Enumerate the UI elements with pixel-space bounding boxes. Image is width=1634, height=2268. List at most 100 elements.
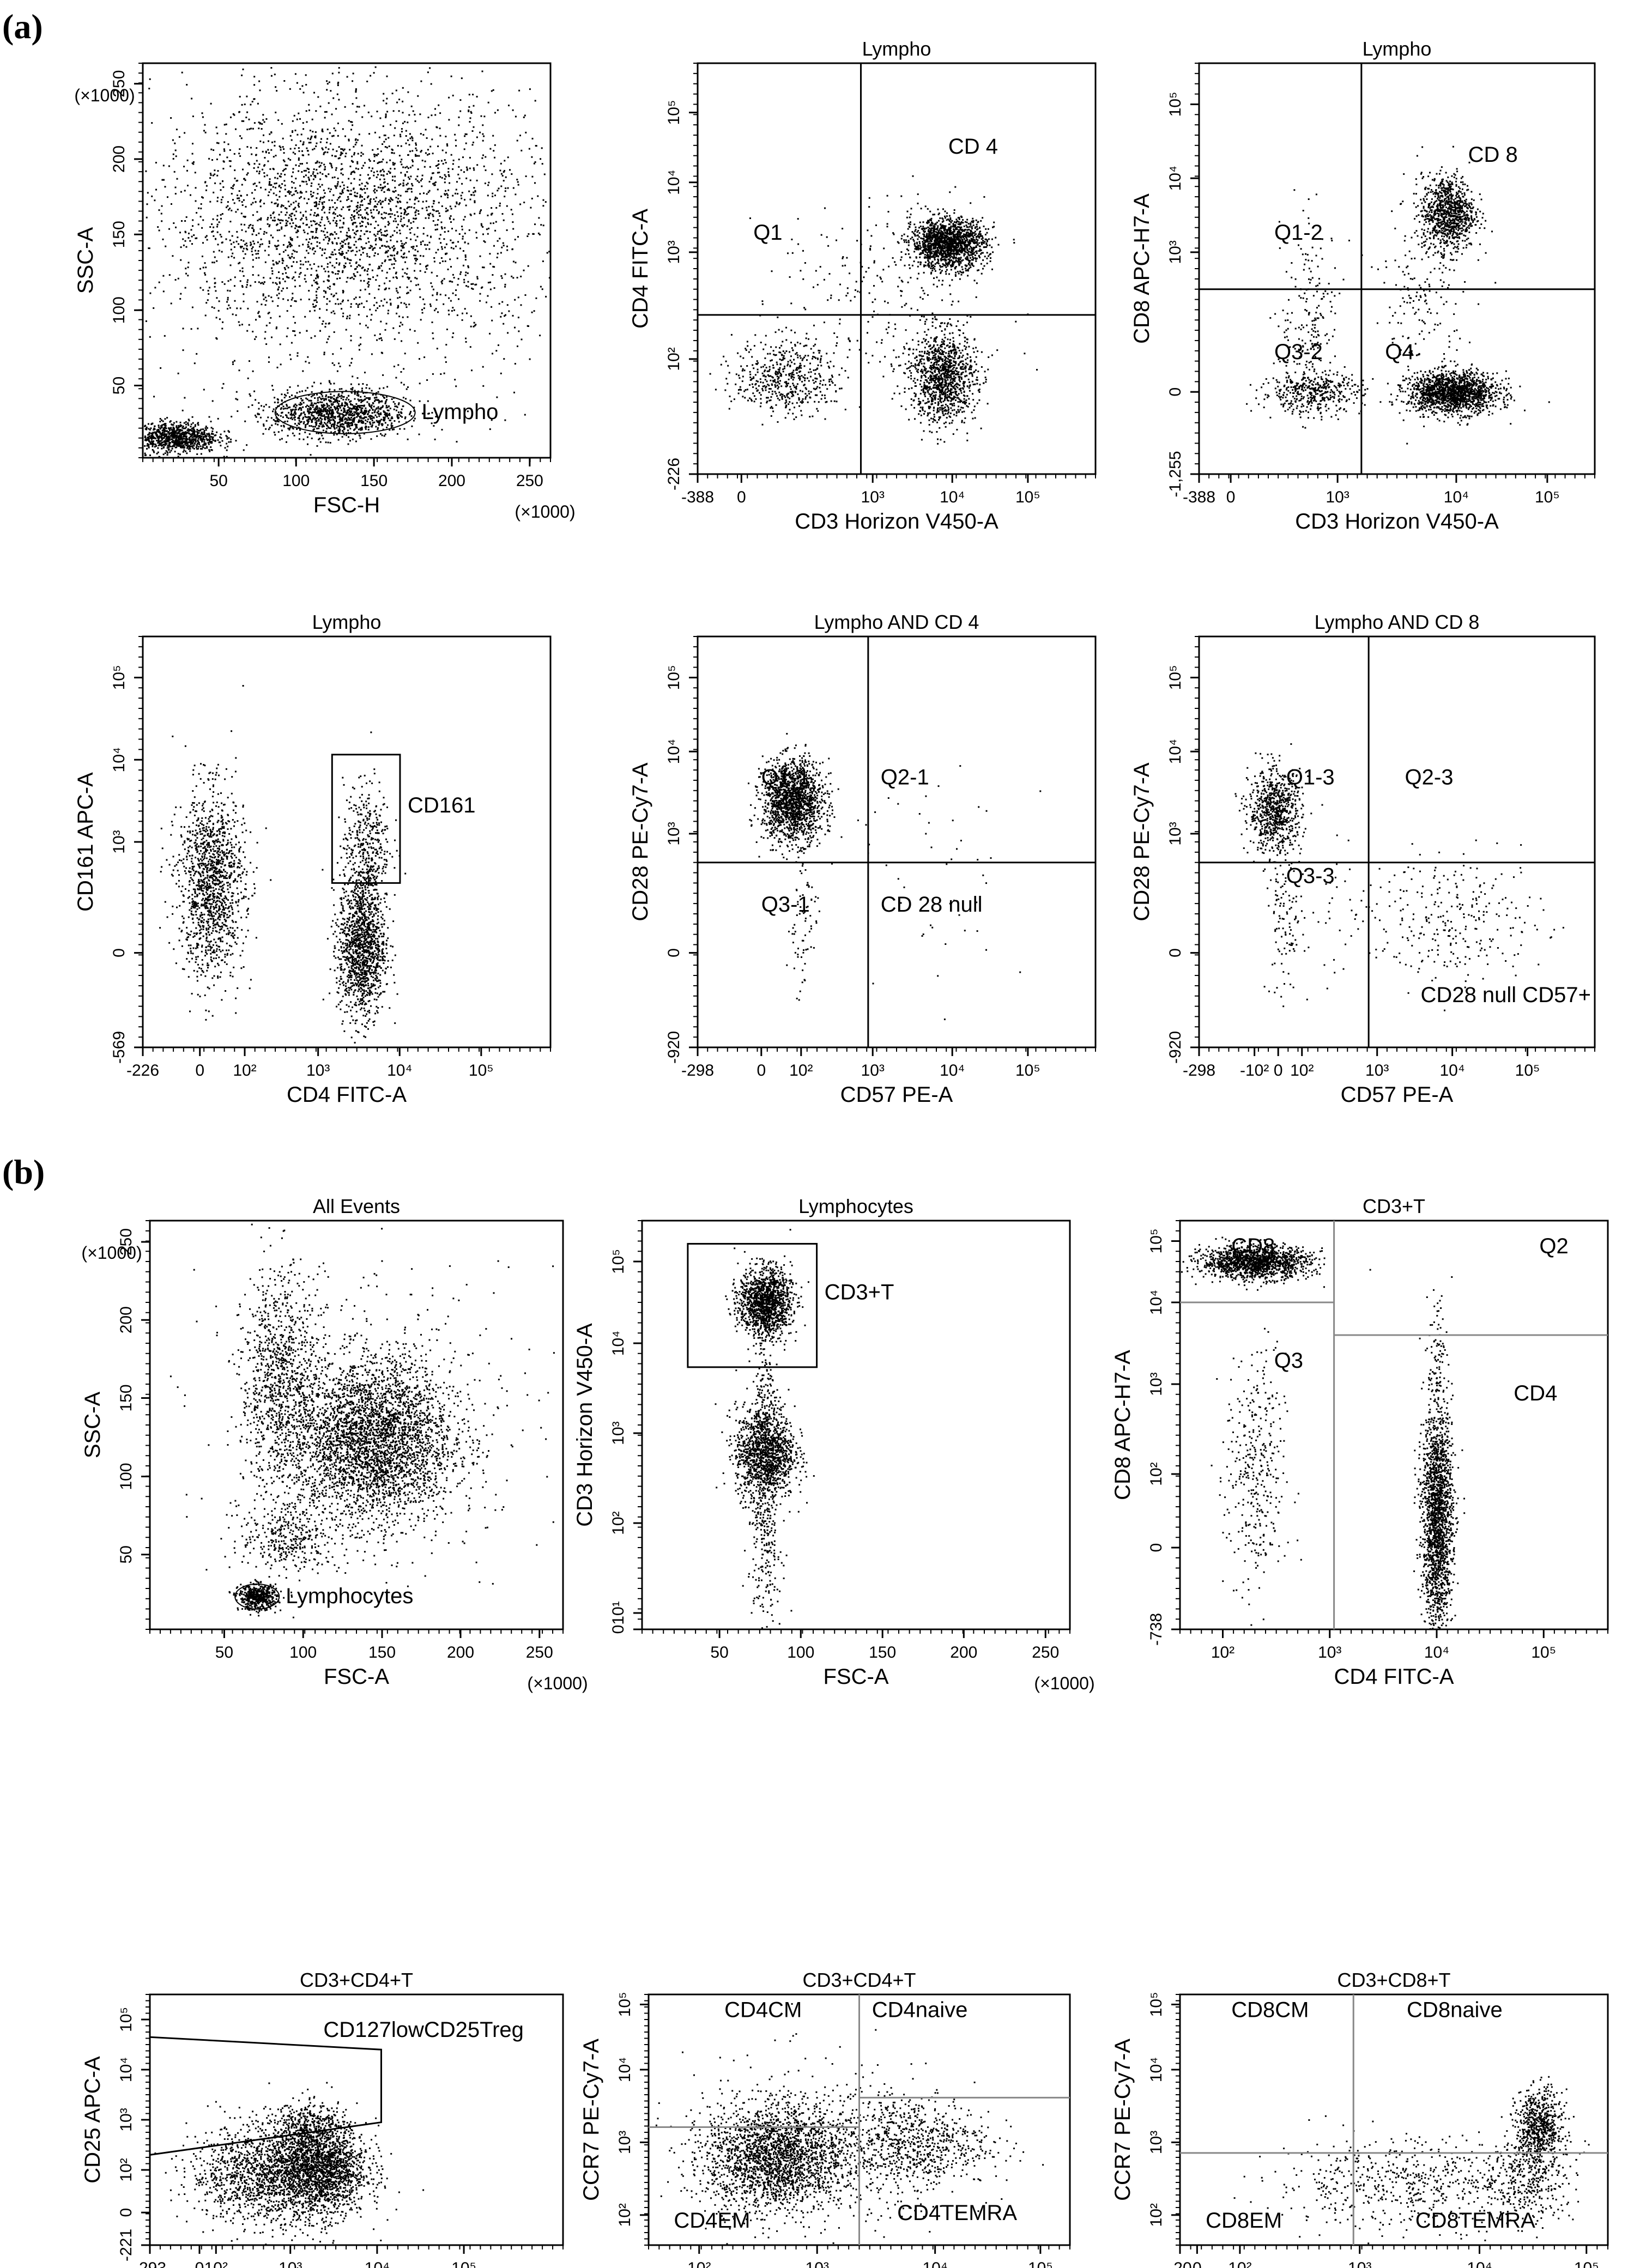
event-dot — [374, 409, 376, 411]
event-dot — [360, 239, 362, 240]
event-dot — [338, 439, 340, 441]
event-dot — [324, 248, 326, 250]
event-dot — [243, 275, 245, 277]
event-dot — [498, 344, 499, 346]
event-dot — [421, 178, 423, 180]
event-dot — [500, 185, 502, 187]
event-dot — [415, 249, 416, 251]
event-dot — [302, 418, 304, 420]
event-dot — [323, 152, 325, 154]
event-dot — [407, 191, 408, 192]
event-dot — [417, 251, 419, 252]
event-dot — [261, 128, 263, 130]
event-dot — [403, 217, 405, 219]
event-dot — [361, 302, 362, 304]
event-dot — [242, 251, 244, 252]
event-dot — [279, 316, 281, 317]
event-dot — [191, 243, 193, 245]
event-dot — [433, 425, 434, 427]
event-dot — [263, 135, 264, 136]
event-dot — [548, 251, 550, 252]
event-dot — [501, 277, 503, 279]
event-dot — [451, 208, 452, 210]
event-dot — [389, 145, 390, 147]
event-dot — [301, 171, 302, 173]
event-dot — [329, 422, 331, 424]
event-dot — [380, 150, 382, 152]
event-dot — [334, 331, 335, 333]
event-dot — [461, 198, 462, 199]
event-dot — [357, 202, 359, 203]
event-dot — [488, 182, 489, 184]
event-dot — [339, 426, 341, 427]
event-dot — [465, 338, 467, 339]
event-dot — [267, 219, 268, 220]
event-dot — [343, 217, 344, 219]
event-dot — [239, 190, 240, 192]
event-dot — [416, 175, 418, 177]
event-dot — [308, 241, 310, 243]
event-dot — [263, 433, 264, 435]
event-dot — [292, 278, 293, 280]
event-dot — [271, 385, 273, 386]
event-dot — [488, 102, 489, 104]
event-dot — [281, 399, 283, 401]
event-dot — [396, 211, 398, 213]
event-dot — [251, 192, 253, 194]
event-dot — [440, 221, 442, 223]
event-dot — [444, 373, 445, 374]
event-dot — [473, 169, 475, 171]
event-dot — [281, 183, 283, 185]
event-dot — [423, 233, 425, 235]
event-dot — [501, 173, 503, 175]
event-dot — [511, 209, 512, 210]
event-dot — [350, 306, 352, 308]
event-dot — [311, 391, 313, 393]
event-dot — [291, 181, 293, 183]
event-dot — [276, 294, 278, 296]
event-dot — [348, 178, 349, 180]
event-dot — [406, 143, 407, 144]
event-dot — [285, 220, 287, 221]
event-dot — [446, 145, 448, 147]
event-dot — [291, 256, 293, 258]
event-dot — [379, 268, 380, 269]
event-dot — [186, 84, 187, 86]
event-dot — [390, 216, 391, 218]
event-dot — [246, 174, 248, 175]
event-dot — [372, 412, 373, 414]
event-dot — [354, 236, 355, 238]
event-dot — [439, 135, 441, 137]
event-dot — [217, 232, 219, 233]
event-dot — [252, 246, 254, 248]
event-dot — [192, 307, 193, 308]
event-dot — [348, 250, 349, 252]
event-dot — [373, 255, 375, 257]
event-dot — [323, 268, 325, 270]
event-dot — [325, 236, 326, 238]
event-dot — [377, 111, 378, 112]
event-dot — [314, 417, 316, 419]
event-dot — [341, 215, 342, 217]
event-dot — [332, 234, 334, 235]
event-dot — [356, 251, 358, 252]
event-dot — [334, 389, 335, 391]
event-dot — [342, 300, 344, 301]
event-dot — [251, 154, 252, 155]
event-dot — [201, 227, 203, 229]
event-dot — [331, 294, 332, 295]
event-dot — [472, 94, 474, 95]
event-dot — [348, 436, 349, 438]
event-dot — [397, 198, 399, 199]
event-dot — [266, 420, 268, 422]
event-dot — [181, 220, 183, 222]
event-dot — [301, 192, 302, 193]
event-dot — [353, 154, 355, 155]
event-dot — [543, 225, 544, 226]
event-dot — [350, 217, 352, 219]
event-dot — [279, 277, 280, 279]
event-dot — [401, 412, 402, 414]
event-dot — [432, 215, 434, 217]
event-dot — [350, 121, 352, 123]
event-dot — [306, 110, 307, 112]
